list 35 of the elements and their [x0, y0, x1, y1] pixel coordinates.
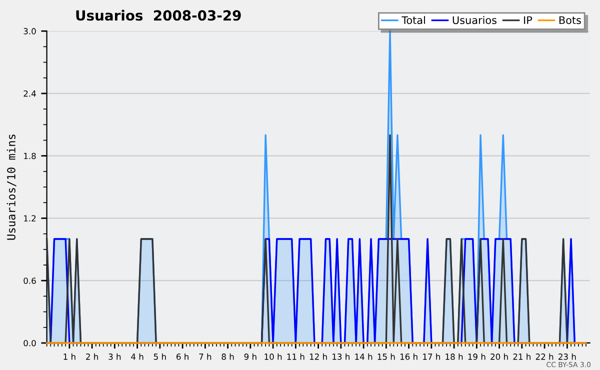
x-tick-label: 3 h — [108, 353, 121, 360]
y-tick-label: 2.4 — [24, 90, 36, 97]
x-tick-label: 18 h — [446, 353, 463, 360]
x-tick-label: 11 h — [287, 353, 304, 360]
y-tick-label: 3.0 — [24, 28, 36, 34]
x-tick-label: 6 h — [176, 353, 188, 360]
x-tick-label: 16 h — [400, 353, 418, 360]
y-axis-title: Usuarios/10 mins — [6, 134, 16, 240]
x-tick-label: 20 h — [490, 353, 508, 360]
y-tick-label: 0.0 — [24, 340, 36, 346]
x-tick-label: 13 h — [332, 353, 350, 360]
x-tick-label: 15 h — [378, 353, 395, 360]
x-tick-label: 5 h — [154, 353, 166, 360]
legend-label: Total — [402, 16, 425, 24]
x-tick-label: 21 h — [513, 353, 530, 360]
x-tick-label: 9 h — [244, 353, 256, 360]
legend-label: Usuarios — [452, 16, 496, 24]
legend-label: Bots — [559, 16, 581, 24]
x-tick-label: 22 h — [536, 353, 554, 360]
legend-label: IP — [524, 16, 532, 24]
x-tick-label: 12 h — [310, 353, 327, 360]
x-tick-label: 7 h — [199, 353, 212, 360]
x-tick-label: 4 h — [131, 353, 144, 360]
x-tick-label: 19 h — [468, 353, 486, 360]
y-tick-label: 1.8 — [24, 152, 36, 160]
x-tick-label: 8 h — [222, 353, 234, 360]
x-tick-label: 1 h — [64, 353, 76, 360]
x-tick-label: 2 h — [86, 353, 98, 360]
x-tick-label: 23 h — [558, 353, 576, 360]
x-tick-label: 14 h — [355, 353, 372, 360]
x-tick-label: 10 h — [264, 353, 282, 360]
y-tick-label: 0.6 — [24, 278, 36, 284]
y-tick-label: 1.2 — [24, 215, 36, 222]
x-tick-label: 17 h — [423, 353, 440, 360]
chart-title: Usuarios 2008-03-29 — [76, 10, 241, 21]
